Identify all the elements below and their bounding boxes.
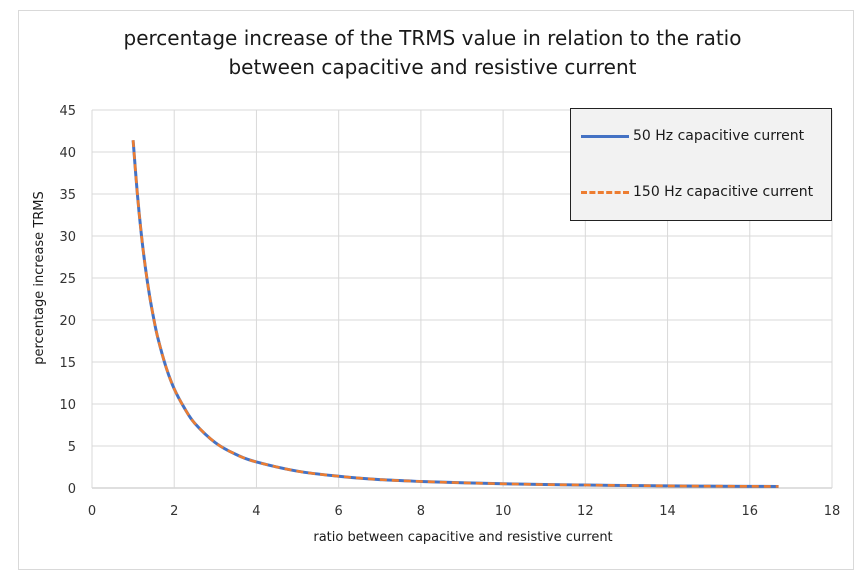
- y-tick-label: 10: [59, 398, 76, 413]
- y-tick-label: 0: [68, 482, 76, 497]
- y-tick-label: 15: [59, 356, 76, 371]
- x-tick-label: 14: [659, 504, 676, 519]
- y-tick-label: 5: [68, 440, 76, 455]
- y-tick-label: 25: [59, 272, 76, 287]
- legend-label-150hz: 150 Hz capacitive current: [633, 184, 814, 200]
- series-lines: [131, 140, 779, 488]
- x-tick-label: 10: [495, 504, 512, 519]
- x-tick-label: 18: [824, 504, 841, 519]
- y-tick-label: 20: [59, 314, 76, 329]
- x-tick-label: 12: [577, 504, 594, 519]
- chart-frame: [18, 10, 854, 570]
- x-tick-labels: 0 2 4 6 8 10 12 14 16 18: [88, 504, 840, 519]
- legend-swatch-50hz: [581, 134, 629, 138]
- y-tick-labels: 0 5 10 15 20 25 30 35 40 45: [59, 104, 76, 497]
- legend: 50 Hz capacitive current 150 Hz capaciti…: [570, 108, 832, 221]
- y-axis-label: percentage increase TRMS: [32, 191, 47, 365]
- chart-title-line-1: percentage increase of the TRMS value in…: [123, 26, 742, 50]
- y-tick-label: 45: [59, 104, 76, 119]
- legend-label-50hz: 50 Hz capacitive current: [633, 128, 805, 144]
- series-line-150hz: [131, 140, 779, 488]
- y-tick-label: 40: [59, 146, 76, 161]
- y-tick-label: 35: [59, 188, 76, 203]
- gridlines: [91, 109, 833, 489]
- chart-title-line-2: between capacitive and resistive current: [228, 55, 637, 79]
- x-tick-label: 4: [252, 504, 260, 519]
- x-tick-label: 6: [335, 504, 343, 519]
- x-tick-label: 8: [417, 504, 425, 519]
- chart-title: percentage increase of the TRMS value in…: [0, 24, 865, 82]
- x-axis-label: ratio between capacitive and resistive c…: [313, 530, 612, 545]
- legend-item-50hz: 50 Hz capacitive current: [581, 126, 804, 146]
- legend-swatch-150hz: [581, 190, 629, 194]
- x-tick-label: 16: [742, 504, 759, 519]
- x-tick-label: 0: [88, 504, 96, 519]
- x-tick-label: 2: [170, 504, 178, 519]
- legend-item-150hz: 150 Hz capacitive current: [581, 182, 813, 202]
- y-tick-label: 30: [59, 230, 76, 245]
